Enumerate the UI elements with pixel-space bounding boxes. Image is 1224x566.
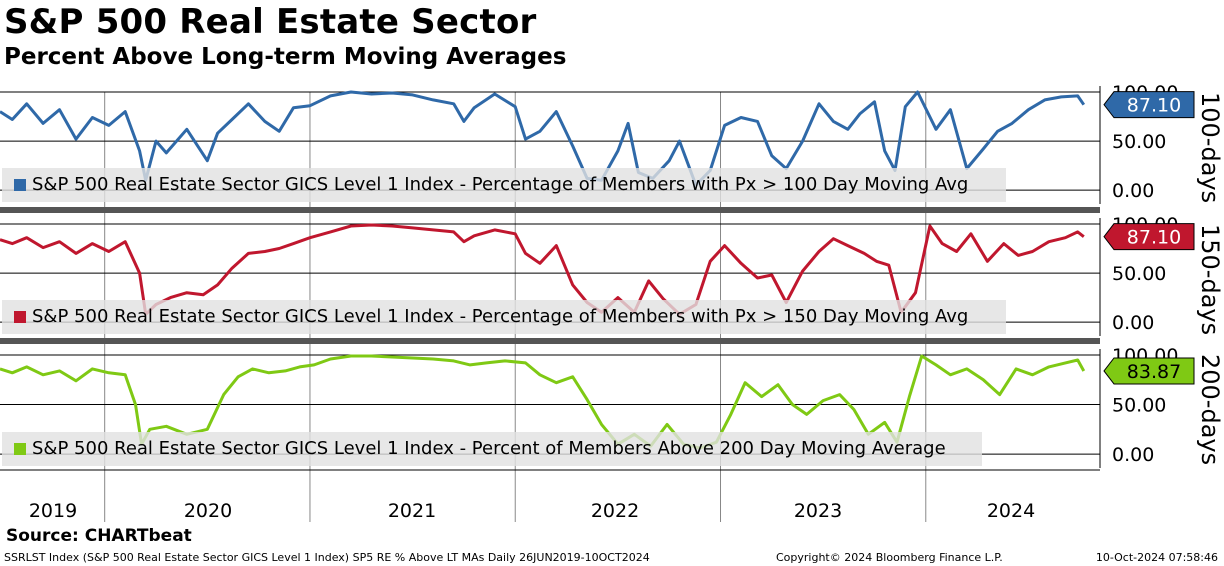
year-label-2021: 2021	[387, 500, 437, 522]
legend-label: S&P 500 Real Estate Sector GICS Level 1 …	[32, 174, 969, 195]
series-line	[0, 90, 1086, 187]
y-tick-label: 50.00	[1112, 131, 1166, 153]
panel-divider	[0, 338, 1100, 344]
year-label-2024: 2024	[986, 500, 1036, 522]
page-subtitle: Percent Above Long-term Moving Averages	[4, 44, 567, 70]
legend-label: S&P 500 Real Estate Sector GICS Level 1 …	[32, 306, 969, 327]
year-label-2020: 2020	[183, 500, 233, 522]
year-label-2023: 2023	[793, 500, 843, 522]
page-title: S&P 500 Real Estate Sector	[4, 2, 537, 42]
y-tick-label: 0.00	[1112, 312, 1154, 334]
panel-label-100-days: 100-days	[1196, 92, 1224, 204]
y-tick-label: 50.00	[1112, 263, 1166, 285]
y-tick-label: 0.00	[1112, 180, 1154, 202]
last-value-label: 83.87	[1127, 361, 1181, 383]
source-note: Source: CHARTbeat	[6, 526, 192, 546]
last-value-tag	[1103, 91, 1195, 119]
legend-swatch	[14, 443, 26, 455]
panel-divider	[0, 207, 1100, 213]
legend-100-days: S&P 500 Real Estate Sector GICS Level 1 …	[2, 168, 1006, 202]
last-value-tag	[1103, 223, 1195, 251]
last-value-label: 87.10	[1127, 95, 1181, 117]
year-label-2022: 2022	[590, 500, 640, 522]
legend-150-days: S&P 500 Real Estate Sector GICS Level 1 …	[2, 300, 1006, 334]
series-line	[0, 354, 1086, 450]
legend-swatch	[14, 311, 26, 323]
footer-timestamp: 10-Oct-2024 07:58:46	[1095, 551, 1218, 564]
footer-description: SSRLST Index (S&P 500 Real Estate Sector…	[4, 551, 650, 564]
last-value-label: 87.10	[1127, 227, 1181, 249]
legend-200-days: S&P 500 Real Estate Sector GICS Level 1 …	[2, 432, 982, 466]
legend-swatch	[14, 179, 26, 191]
y-tick-label: 50.00	[1112, 395, 1166, 417]
series-line	[0, 223, 1085, 316]
legend-label: S&P 500 Real Estate Sector GICS Level 1 …	[32, 438, 946, 459]
last-value-tag	[1103, 357, 1195, 385]
panel-label-200-days: 200-days	[1196, 354, 1224, 466]
panel-label-150-days: 150-days	[1196, 224, 1224, 336]
footer-copyright: Copyright© 2024 Bloomberg Finance L.P.	[776, 551, 1003, 564]
year-label-2019: 2019	[28, 500, 78, 522]
y-tick-label: 0.00	[1112, 444, 1154, 466]
